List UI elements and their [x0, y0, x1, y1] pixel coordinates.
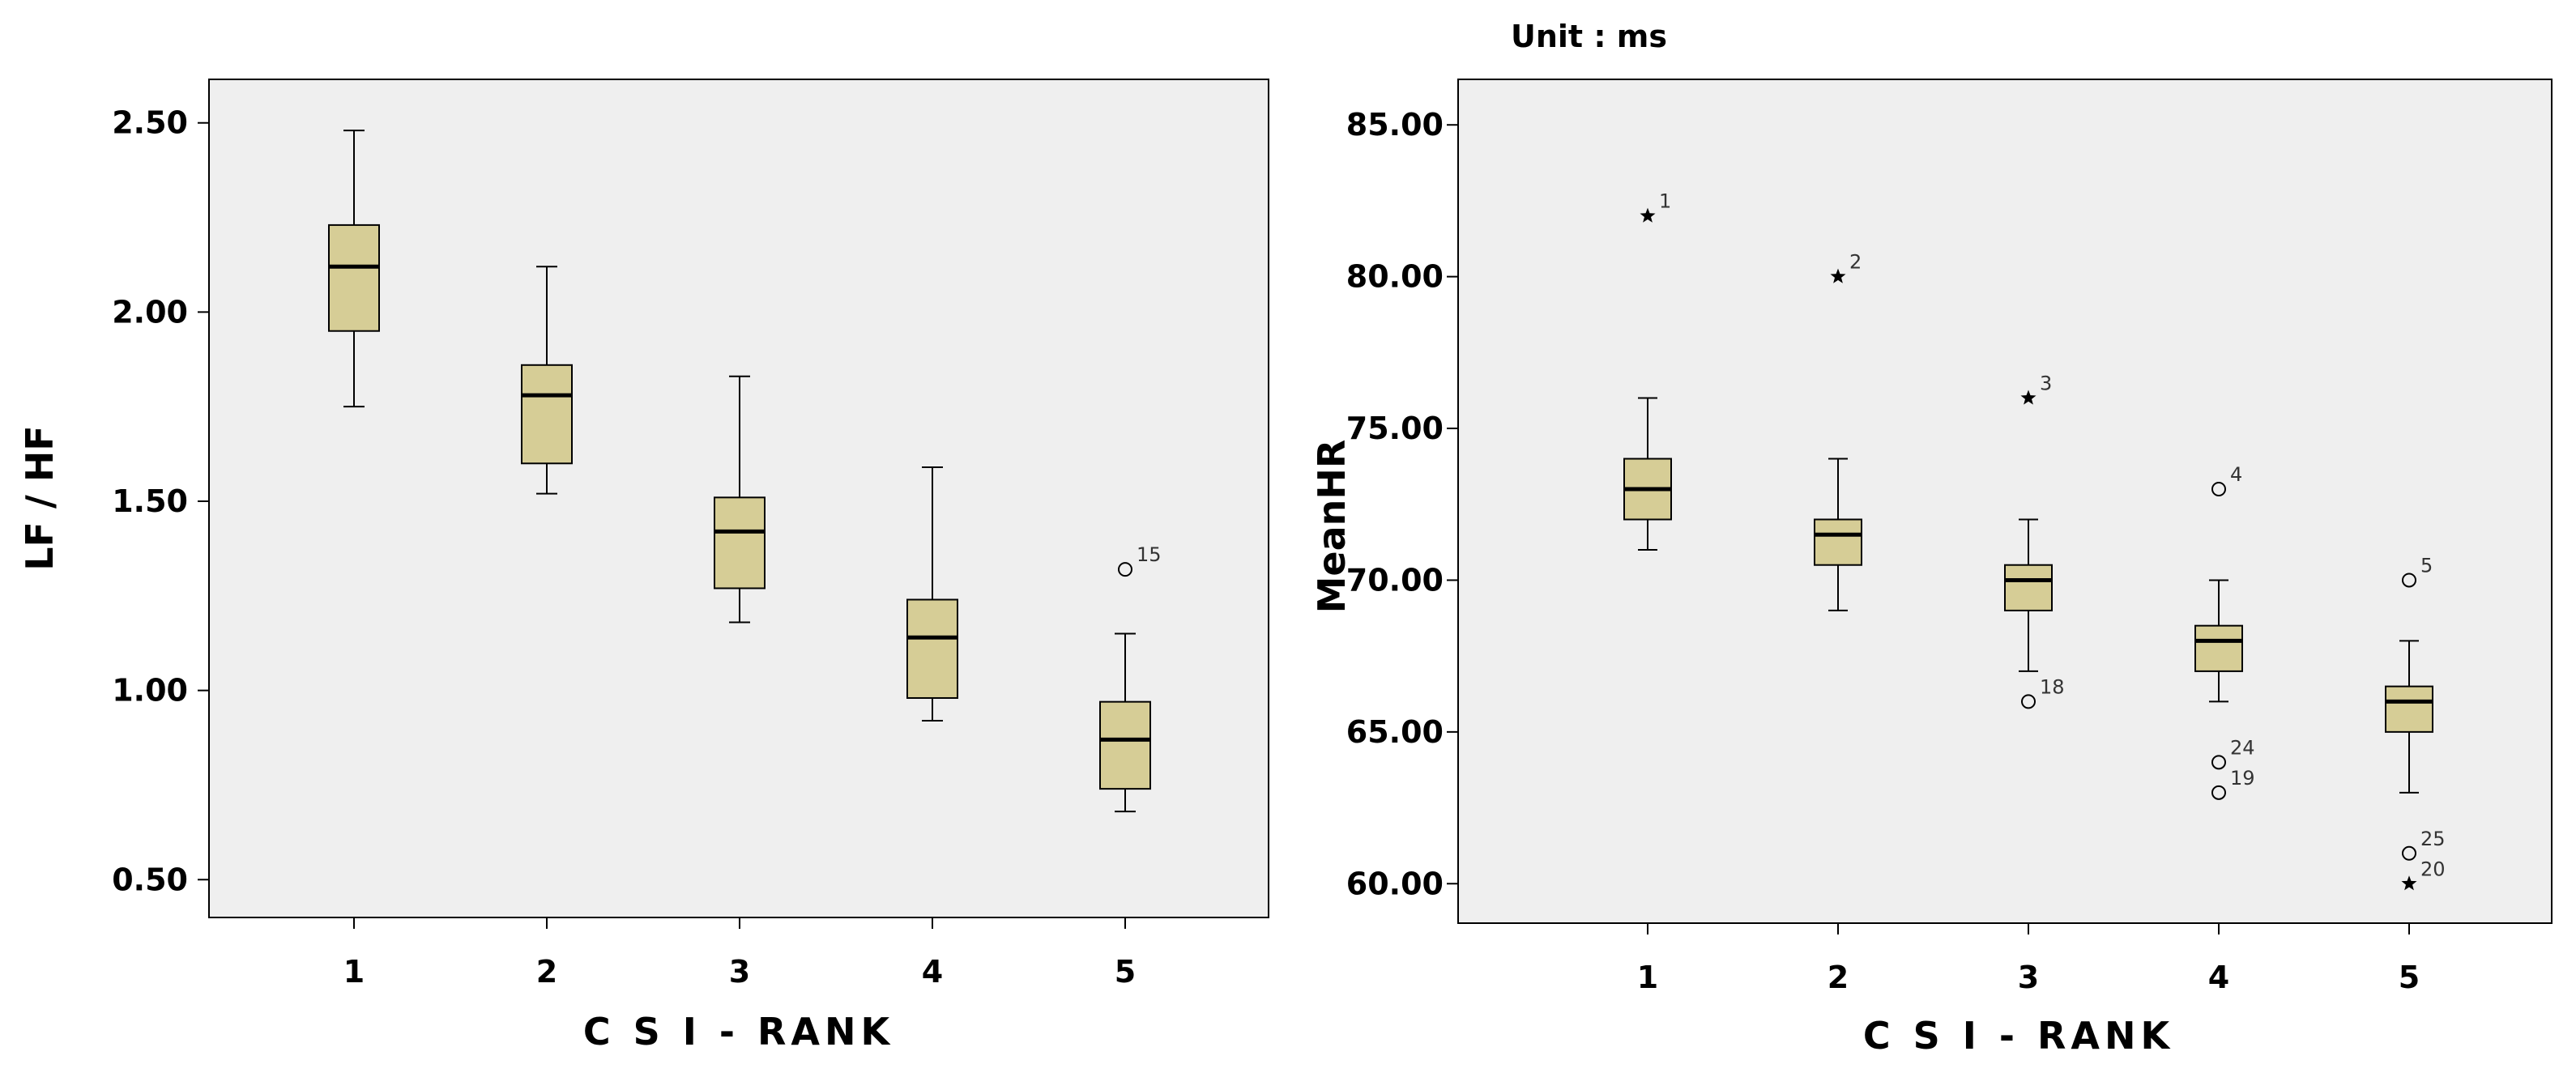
iqr-box	[714, 496, 766, 590]
x-tick-label: 3	[729, 954, 750, 990]
x-tick-label: 2	[536, 954, 557, 990]
iqr-box	[2004, 564, 2053, 611]
outlier-circle	[1118, 562, 1132, 577]
box-1	[1623, 397, 1672, 551]
box-3	[714, 375, 766, 624]
y-tick-label: 85.00	[1346, 107, 1444, 143]
iqr-box	[2385, 685, 2433, 733]
outlier-star	[2401, 875, 2417, 891]
x-tick-label: 1	[1637, 960, 1658, 995]
box-2	[1814, 458, 1862, 611]
outlier-circle	[2021, 694, 2036, 709]
outlier-circle	[2211, 482, 2226, 497]
outlier-star	[1830, 268, 1846, 283]
outlier-label: 2	[1849, 251, 1862, 274]
y-tick-label: 1.50	[112, 483, 188, 519]
y-axis-title: LF / HF	[18, 425, 62, 571]
outlier-star	[1640, 207, 1656, 223]
outlier-circle	[2402, 573, 2416, 588]
x-axis-title: C S I - RANK	[583, 1010, 894, 1054]
plot-area	[1457, 79, 2553, 924]
y-tick-label: 60.00	[1346, 866, 1444, 901]
box-2	[521, 266, 573, 495]
outlier-label: 1	[1659, 190, 1671, 213]
y-tick-label: 70.00	[1346, 562, 1444, 598]
y-tick-label: 2.00	[112, 294, 188, 330]
unit-annotation: Unit : ms	[1511, 19, 1667, 54]
chart-panel-lf-hf: 0.50 1.00 1.50 2.00 2.50 1 2 3 4 5 15 C S I - RANK L…	[18, 79, 1269, 1054]
box-4	[2194, 579, 2243, 703]
box-1	[328, 130, 380, 408]
y-axis-title: MeanHR	[1310, 440, 1354, 614]
x-tick-label: 5	[2399, 960, 2420, 995]
outlier-label: 24	[2230, 736, 2255, 759]
x-tick-label: 2	[1828, 960, 1849, 995]
y-tick-label: 0.50	[112, 862, 188, 897]
outlier-label: 4	[2230, 463, 2242, 486]
x-tick-label: 3	[2018, 960, 2039, 995]
box-3	[2004, 518, 2053, 672]
outlier-label: 20	[2420, 858, 2446, 880]
y-tick-label: 75.00	[1346, 411, 1444, 446]
outlier-circle	[2211, 755, 2226, 770]
outlier-label: 25	[2420, 828, 2446, 850]
iqr-box	[1814, 518, 1862, 566]
outlier-label: 18	[2040, 675, 2065, 698]
outlier-circle	[2211, 785, 2226, 800]
box-4	[906, 466, 958, 722]
outlier-label: 19	[2230, 767, 2255, 790]
iqr-box	[1099, 700, 1151, 790]
x-tick-label: 4	[2208, 960, 2229, 995]
box-5	[1099, 632, 1151, 813]
y-tick-label: 2.50	[112, 105, 188, 141]
outlier-star	[2020, 390, 2036, 405]
y-tick-label: 65.00	[1346, 714, 1444, 750]
outlier-circle	[2402, 845, 2416, 861]
outlier-label: 5	[2420, 554, 2433, 577]
y-tick-label: 80.00	[1346, 259, 1444, 295]
iqr-box	[521, 364, 573, 465]
x-tick-label: 1	[343, 954, 365, 990]
outlier-label: 3	[2040, 372, 2052, 395]
iqr-box	[906, 598, 958, 699]
chart-panel-meanhr: 60.00 65.00 70.00 75.00 80.00 85.00 1 2 3 4 5 1 2 3 18…	[1310, 19, 2553, 1058]
x-tick-label: 4	[922, 954, 943, 990]
box-5	[2385, 640, 2433, 794]
x-axis-title: C S I - RANK	[1863, 1014, 2174, 1058]
outlier-label: 15	[1137, 543, 1162, 566]
x-tick-label: 5	[1115, 954, 1136, 990]
iqr-box	[2194, 624, 2243, 672]
y-tick-label: 1.00	[112, 673, 188, 709]
iqr-box	[328, 223, 380, 332]
